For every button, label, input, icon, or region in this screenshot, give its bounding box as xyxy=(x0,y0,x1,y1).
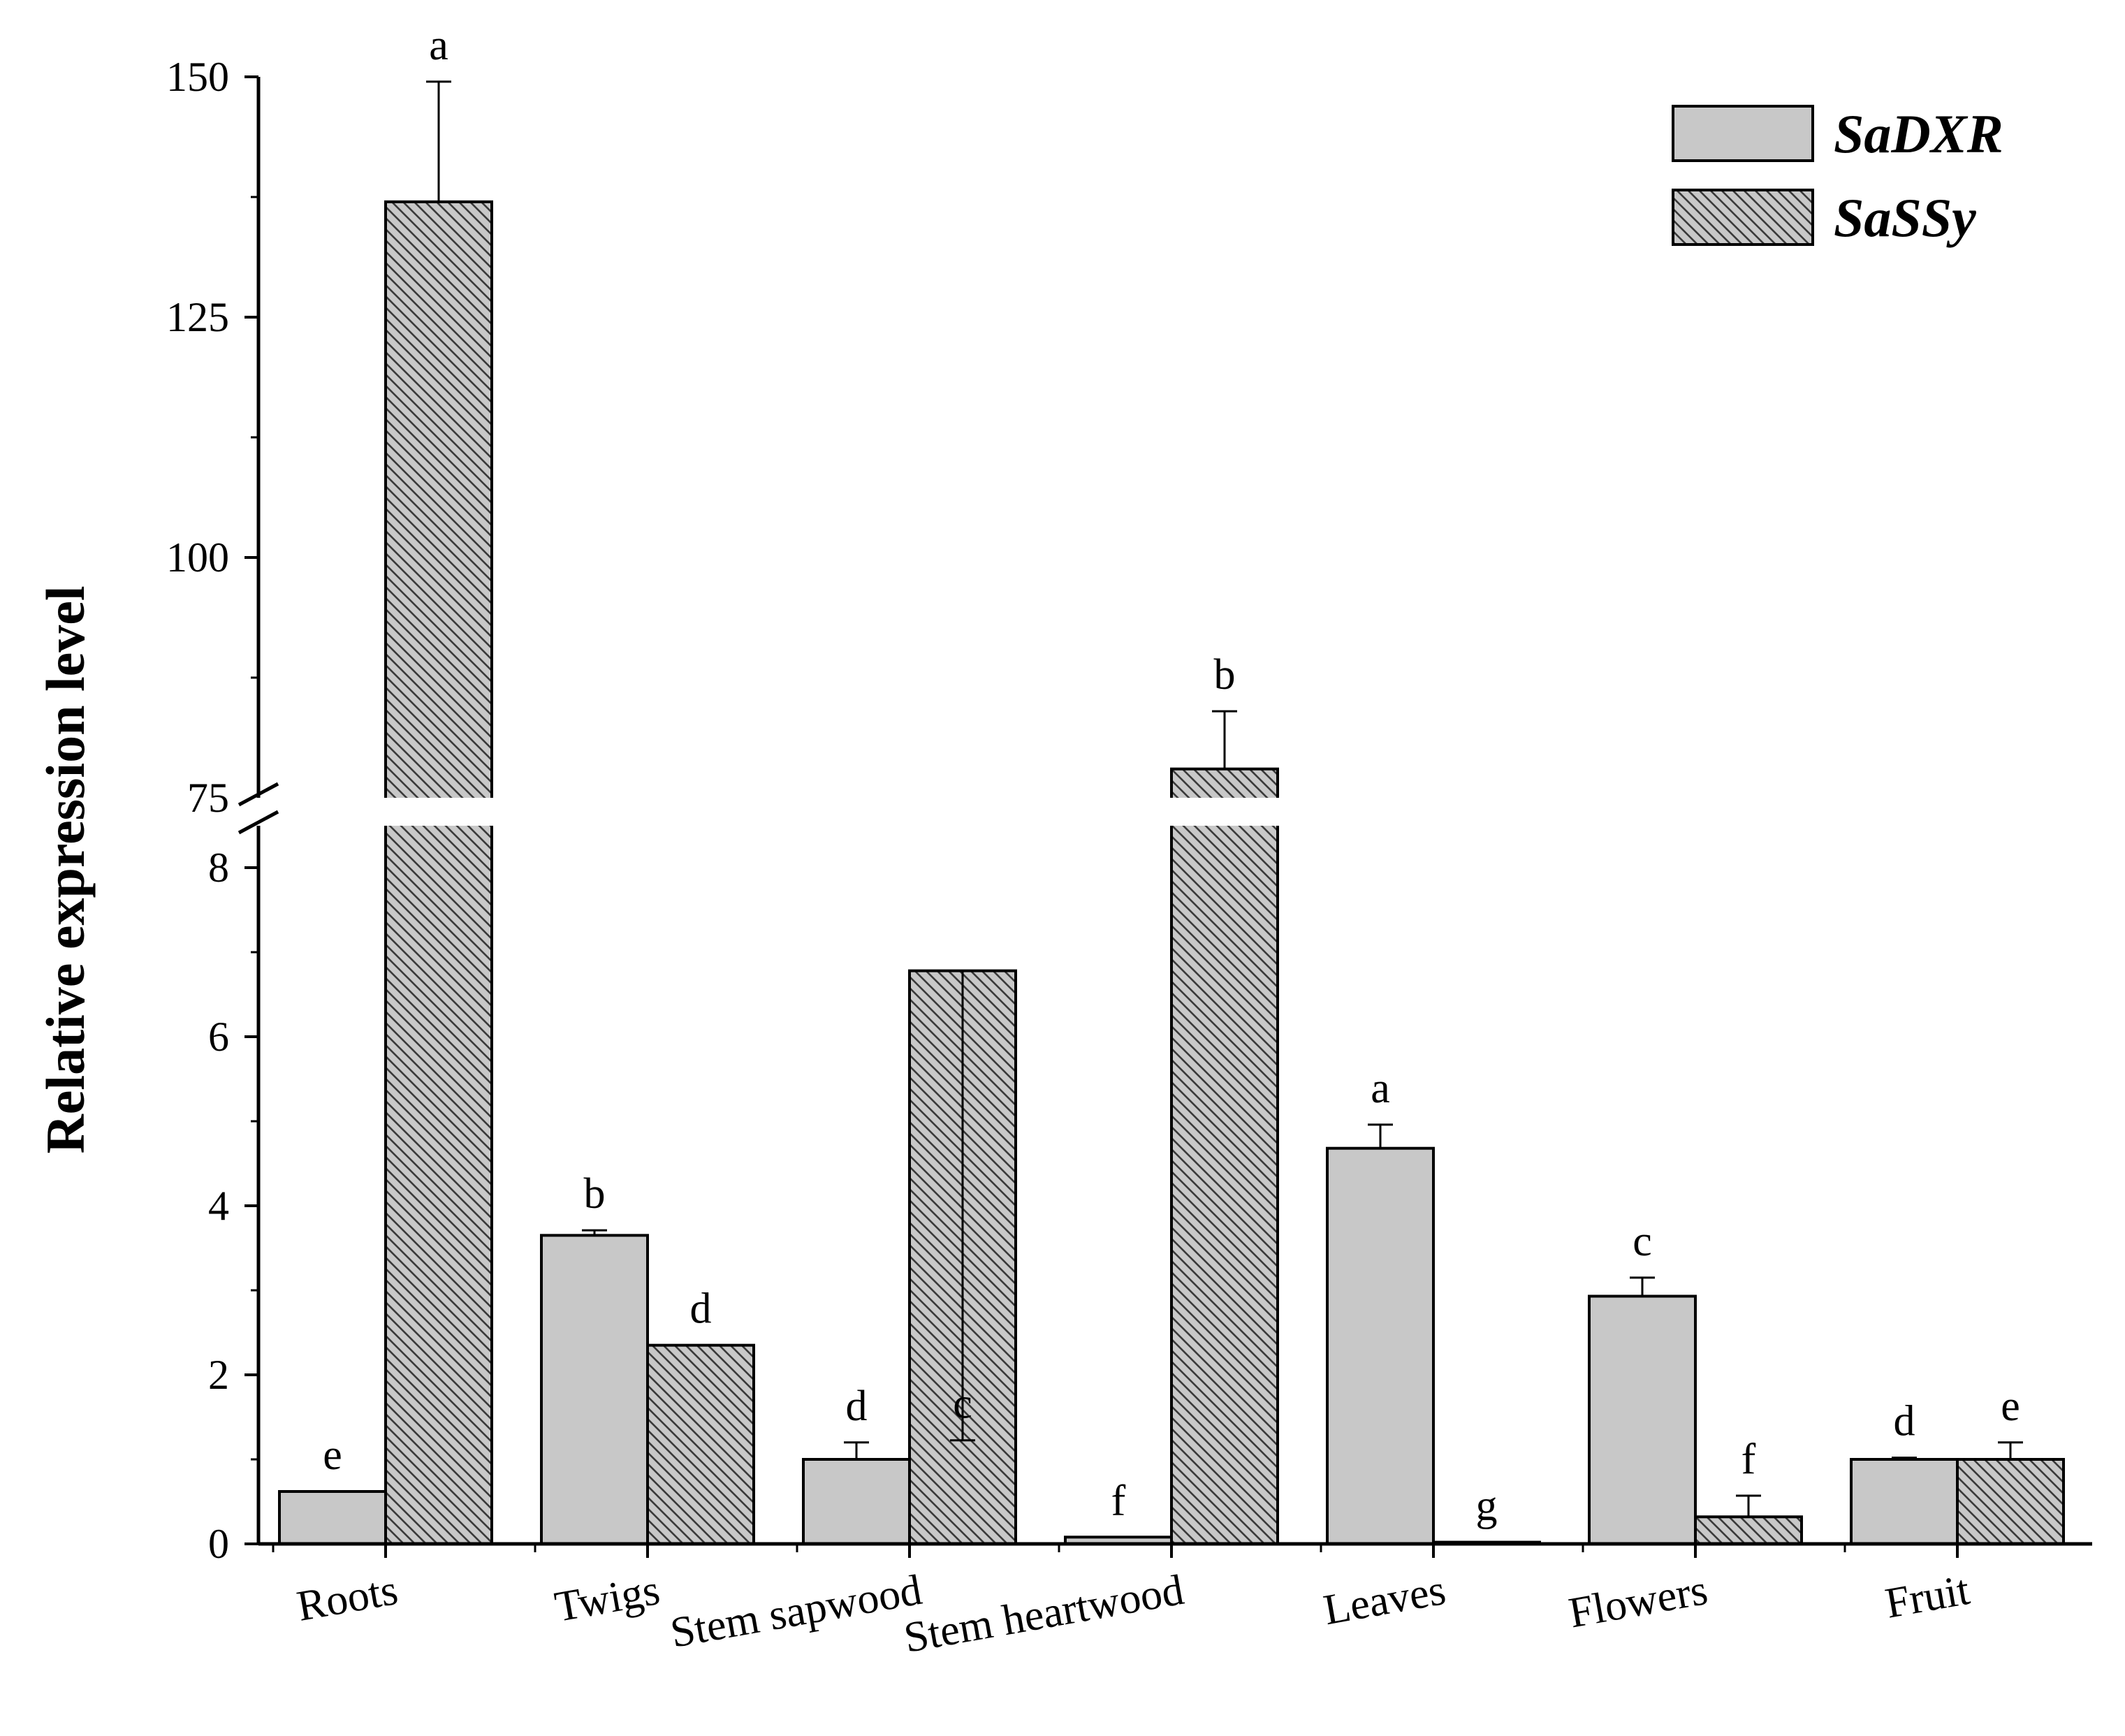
y-tick-label-4: 4 xyxy=(208,1183,229,1229)
bar-sadxr-roots xyxy=(278,1489,387,1545)
bar-sassy-twigs xyxy=(646,1343,755,1546)
sig-label-sadxr-fruit: d xyxy=(1894,1398,1915,1445)
y-axis-label: Relative expression level xyxy=(35,585,96,1153)
bar-sadxr-twigs xyxy=(540,1234,649,1545)
sig-label-sadxr-stem-heartwood: f xyxy=(1111,1477,1126,1524)
sig-label-sassy-flowers: f xyxy=(1741,1436,1756,1483)
y-tick-label-125: 125 xyxy=(166,294,229,340)
y-tick-label-75: 75 xyxy=(187,775,229,821)
sig-label-sassy-stem-sapwood: c xyxy=(953,1380,972,1428)
axis-break-mark-top xyxy=(238,782,279,807)
category-label-twigs: Twigs xyxy=(551,1566,663,1631)
category-label-flowers: Flowers xyxy=(1565,1566,1711,1637)
category-label-leaves: Leaves xyxy=(1320,1566,1449,1634)
y-tick-label-100: 100 xyxy=(166,534,229,581)
category-label-fruit: Fruit xyxy=(1882,1566,1973,1628)
y-tick-label-150: 150 xyxy=(166,54,229,100)
sig-label-sassy-stem-heartwood: b xyxy=(1214,651,1236,699)
axis-break-gap xyxy=(257,798,2091,826)
sig-label-sassy-fruit: e xyxy=(2001,1383,2020,1430)
sig-label-sadxr-stem-sapwood: d xyxy=(846,1383,868,1430)
y-tick-label-8: 8 xyxy=(208,845,229,891)
y-tick-label-0: 0 xyxy=(208,1521,229,1567)
sig-label-sassy-roots: a xyxy=(429,22,448,69)
sig-label-sadxr-roots: e xyxy=(323,1431,342,1479)
bar-sassy-fruit xyxy=(1956,1458,2065,1545)
axis-break-mark-bottom xyxy=(238,810,279,835)
legend: SaDXR SaSSy xyxy=(1672,103,2003,248)
category-label-roots: Roots xyxy=(293,1566,401,1631)
category-label-stem-heartwood: Stem heartwood xyxy=(900,1566,1187,1662)
legend-label-sassy: SaSSy xyxy=(1834,187,1976,248)
sig-label-sadxr-flowers: c xyxy=(1633,1218,1652,1265)
y-tick-label-2: 2 xyxy=(208,1352,229,1398)
legend-label-sadxr: SaDXR xyxy=(1834,103,2003,164)
bar-sassy-flowers xyxy=(1694,1515,1803,1546)
legend-swatch-sassy xyxy=(1672,189,1814,246)
y-tick-label-6: 6 xyxy=(208,1014,229,1060)
bar-sadxr-flowers xyxy=(1588,1294,1697,1545)
bar-sadxr-leaves xyxy=(1326,1146,1435,1545)
legend-swatch-sadxr xyxy=(1672,105,1814,162)
sig-label-sadxr-leaves: a xyxy=(1371,1065,1390,1112)
category-label-stem-sapwood: Stem sapwood xyxy=(667,1566,926,1657)
bar-sassy-stem-heartwood xyxy=(1170,767,1279,1545)
bar-sassy-roots xyxy=(384,200,493,1545)
bar-sadxr-stem-sapwood xyxy=(802,1458,911,1545)
bar-sadxr-fruit xyxy=(1850,1458,1959,1545)
sig-label-sassy-leaves: g xyxy=(1476,1482,1498,1530)
sig-label-sassy-twigs: d xyxy=(690,1285,712,1333)
sig-label-sadxr-twigs: b xyxy=(584,1170,606,1218)
